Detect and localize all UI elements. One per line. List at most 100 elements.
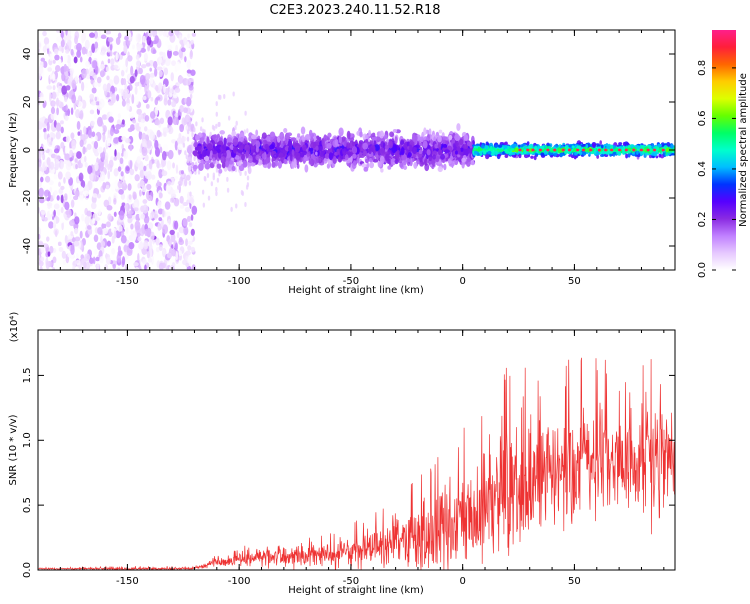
- spectrogram-cell: [216, 163, 222, 169]
- spectrogram-cell: [166, 252, 173, 259]
- spectrogram-cell: [273, 153, 279, 159]
- spectrogram-cell: [134, 82, 140, 87]
- spectrogram-cell: [310, 142, 316, 149]
- spectrogram-cell: [135, 54, 140, 61]
- spectrogram-cell: [138, 113, 144, 120]
- spectrogram-cell: [143, 240, 149, 250]
- spectrogram-cell: [101, 222, 107, 230]
- colorbar-ticks: 0.0 0.2 0.4 0.6 0.8: [697, 60, 736, 278]
- spectrogram-peak: [518, 148, 522, 152]
- spectrogram-cell: [53, 209, 56, 217]
- spectrogram-cell: [154, 35, 159, 44]
- spectrogram-cell: [83, 126, 87, 135]
- spectrogram-cell: [49, 53, 53, 61]
- spectrogram-cell: [126, 249, 133, 256]
- spectrogram-cell: [338, 135, 342, 144]
- spectrogram-cell: [219, 94, 222, 100]
- spectrogram-cell: [129, 75, 135, 84]
- spectrogram-cell: [151, 174, 156, 180]
- spectrogram-cell: [193, 127, 196, 133]
- spectrogram-cell: [191, 132, 194, 138]
- spectrogram-cell: [162, 51, 166, 60]
- spectrogram-cell: [178, 149, 182, 155]
- spectrogram-cell: [102, 182, 106, 190]
- spectrogram-cell: [67, 30, 72, 36]
- spectrogram-cell: [149, 131, 155, 141]
- spectrogram-cell: [130, 65, 134, 76]
- spectrogram-cell: [149, 72, 156, 78]
- spectrogram-axes: -150 -100 -50 0 50 -40 -20 0 20 40: [22, 29, 676, 287]
- spectrogram-cell: [150, 96, 154, 102]
- spectrogram-cell: [625, 153, 629, 159]
- spectrogram-cell: [140, 213, 146, 220]
- spectrogram-cell: [449, 155, 454, 161]
- spectrogram-cell: [655, 145, 660, 151]
- spectrogram-cell: [87, 165, 93, 175]
- spectrogram-cell: [70, 132, 75, 140]
- snr-x-tick-label: 50: [568, 576, 581, 587]
- spectrogram-cell: [105, 221, 111, 228]
- spectrogram-cell: [503, 142, 508, 145]
- spectrogram-cell: [559, 153, 564, 157]
- spectrogram-cell: [178, 237, 183, 243]
- spectrogram-cell: [287, 132, 293, 137]
- spectrogram-cell: [215, 167, 219, 173]
- spectrogram-cell: [190, 228, 195, 236]
- spectrogram-cell: [118, 188, 124, 195]
- spectrogram-cell: [189, 191, 192, 197]
- spectrogram-cell: [291, 161, 295, 169]
- spectrogram-cell: [105, 256, 111, 265]
- spectrogram-cell: [135, 59, 141, 68]
- spectrogram-cell: [184, 56, 187, 63]
- spectrogram-cell: [365, 158, 369, 164]
- spectrogram-cell: [94, 135, 98, 142]
- spectrogram-cell: [64, 115, 69, 121]
- spectrogram-cell: [82, 146, 86, 155]
- spectrogram-cell: [315, 151, 318, 156]
- spectrogram-cell: [142, 258, 147, 265]
- spectrogram-cell: [194, 134, 201, 141]
- spectrogram-cell: [241, 153, 245, 161]
- spectrogram-cell: [174, 220, 179, 230]
- spectrogram-cell: [162, 31, 168, 37]
- spectrogram-cell: [187, 240, 193, 245]
- spectrogram-cell: [291, 149, 295, 157]
- spectrogram-cell: [174, 188, 179, 193]
- spectrogram-cell: [117, 250, 123, 257]
- spectrogram-cell: [93, 140, 99, 150]
- spectrogram-cell: [571, 145, 575, 148]
- spectrogram-cell: [75, 99, 79, 106]
- spectrogram-cell: [279, 131, 285, 141]
- spectrogram-cell: [165, 211, 171, 217]
- spectrogram-cell: [49, 207, 53, 215]
- spectrogram-cell: [167, 181, 172, 186]
- spectrogram-cell: [353, 160, 357, 166]
- spectrogram-cell: [294, 145, 301, 153]
- spectrogram-cell: [61, 221, 64, 231]
- spectrogram-cell: [171, 250, 176, 256]
- spectrogram-cell: [123, 150, 129, 160]
- spectrogram-cell: [145, 62, 151, 67]
- spectrogram-cell: [477, 146, 481, 152]
- spectrogram-cell: [134, 69, 138, 78]
- spectrogram-cell: [136, 108, 142, 115]
- spectrogram-cell: [158, 168, 163, 179]
- spectrogram-cell: [244, 202, 247, 208]
- spectrogram-cell: [177, 143, 184, 151]
- spectrogram-cell: [55, 122, 62, 132]
- spectrogram-cell: [46, 197, 50, 202]
- snr-y-axis-label: SNR (10 * v/v): [8, 414, 19, 485]
- spectrogram-cell: [215, 191, 218, 197]
- spectrogram-cell: [518, 153, 522, 159]
- spectrogram-x-axis-label: Height of straight line (km): [288, 285, 424, 296]
- spectrogram-cell: [158, 82, 163, 91]
- spectrogram-cell: [368, 146, 372, 155]
- spectrogram-cell: [366, 162, 370, 169]
- spectrogram-cell: [211, 124, 215, 130]
- spectrogram-cell: [38, 260, 44, 267]
- spectrogram-cell: [120, 69, 125, 77]
- spectrogram-cell: [42, 45, 47, 53]
- spectrogram-cell: [58, 181, 61, 187]
- spectrogram-cell: [157, 222, 161, 232]
- spectrogram-cell: [106, 82, 111, 92]
